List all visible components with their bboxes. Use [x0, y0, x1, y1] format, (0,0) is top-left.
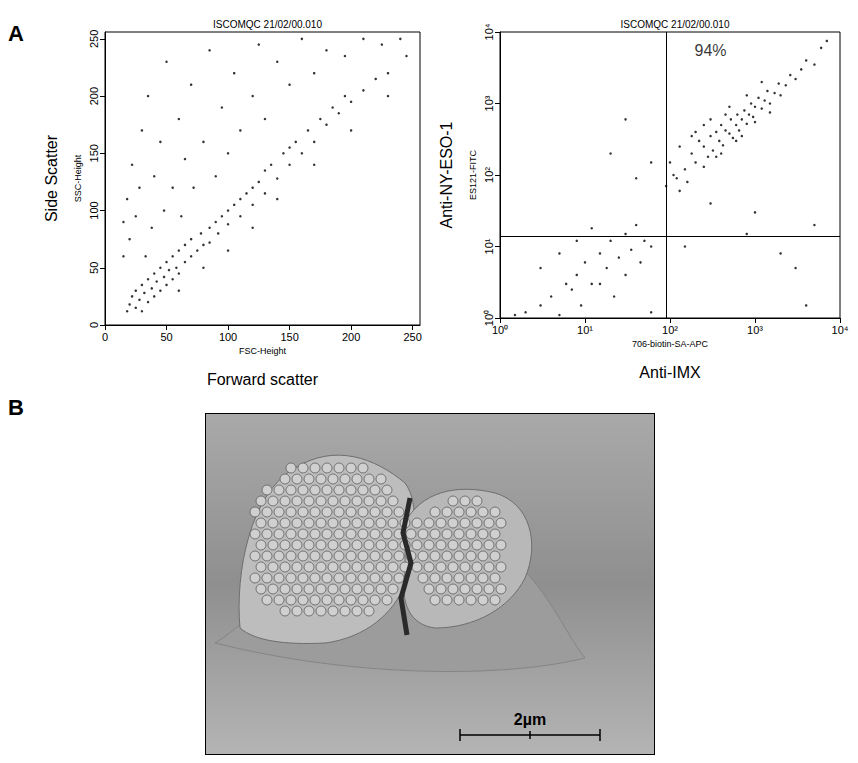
svg-text:200: 200 [342, 331, 360, 343]
svg-text:10⁰: 10⁰ [492, 324, 508, 336]
svg-text:250: 250 [88, 30, 100, 48]
svg-text:Anti-IMX: Anti-IMX [639, 364, 701, 381]
svg-text:200: 200 [88, 87, 100, 105]
svg-text:10³: 10³ [747, 324, 763, 336]
svg-text:ISCOMQC 21/02/00.010: ISCOMQC 21/02/00.010 [621, 19, 730, 30]
svg-text:10¹: 10¹ [483, 238, 495, 254]
svg-text:FSC-Height: FSC-Height [239, 346, 287, 356]
svg-text:Anti-NY-ESO-1: Anti-NY-ESO-1 [438, 121, 455, 228]
svg-text:250: 250 [403, 331, 421, 343]
svg-text:Side Scatter: Side Scatter [43, 134, 60, 222]
svg-text:2µm: 2µm [514, 711, 546, 728]
svg-text:ISCOMQC 21/02/00.010: ISCOMQC 21/02/00.010 [213, 19, 322, 30]
svg-text:A: A [8, 21, 24, 46]
svg-text:50: 50 [88, 262, 100, 274]
svg-text:50: 50 [160, 331, 172, 343]
svg-text:10¹: 10¹ [577, 324, 593, 336]
svg-text:10⁴: 10⁴ [483, 23, 495, 40]
svg-text:100: 100 [219, 331, 237, 343]
svg-text:10⁰: 10⁰ [482, 309, 495, 327]
svg-text:ES121-FITC: ES121-FITC [468, 149, 478, 200]
svg-text:10⁴: 10⁴ [832, 324, 849, 336]
svg-text:Forward scatter: Forward scatter [207, 371, 319, 388]
svg-text:0: 0 [88, 322, 100, 328]
svg-text:150: 150 [88, 144, 100, 162]
svg-text:150: 150 [280, 331, 298, 343]
svg-text:10²: 10² [483, 167, 495, 183]
svg-text:10²: 10² [662, 324, 678, 336]
svg-text:100: 100 [88, 201, 100, 219]
svg-text:706-biotin-SA-APC: 706-biotin-SA-APC [632, 339, 709, 349]
svg-text:0: 0 [102, 331, 108, 343]
html-text:B: B [8, 395, 24, 420]
svg-text:94%: 94% [695, 42, 727, 59]
svg-text:SSC-Height: SSC-Height [73, 154, 83, 202]
svg-text:10³: 10³ [483, 95, 495, 111]
